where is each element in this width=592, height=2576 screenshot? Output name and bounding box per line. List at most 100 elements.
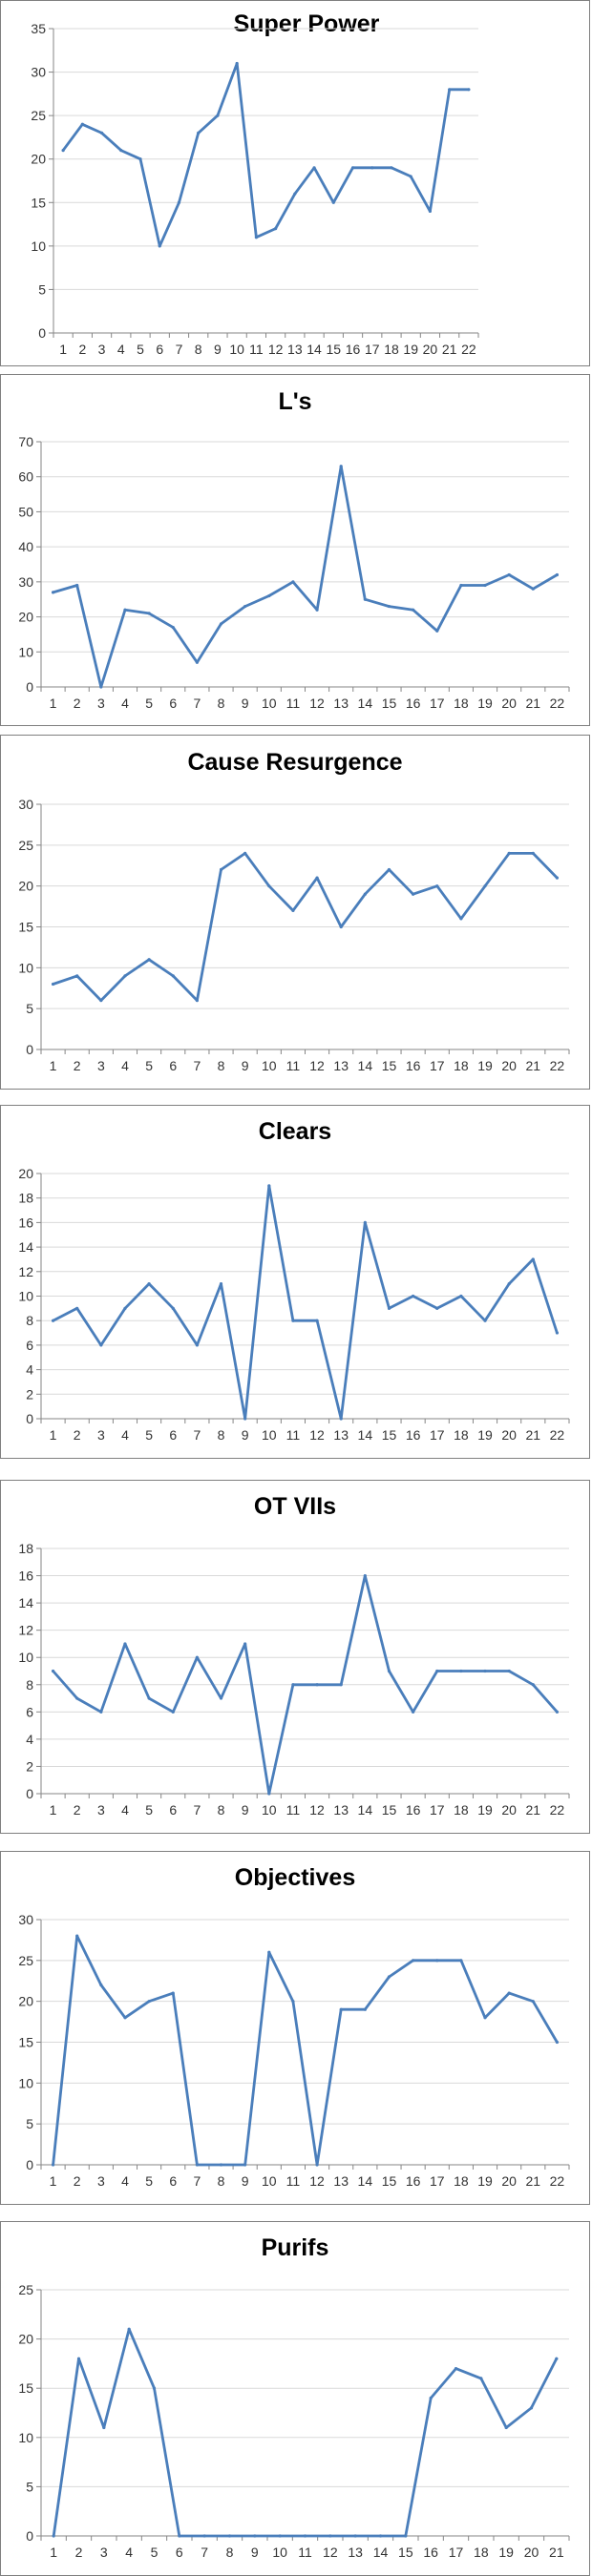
y-tick-label: 6: [26, 1704, 33, 1719]
data-point: [216, 114, 220, 117]
y-tick-label: 16: [18, 1215, 33, 1230]
data-point: [409, 175, 412, 178]
data-point: [555, 1710, 560, 1714]
x-tick-label: 2: [74, 2173, 81, 2189]
y-tick-label: 30: [18, 1912, 33, 1927]
data-point: [219, 1282, 223, 1286]
data-point: [448, 88, 452, 92]
x-tick-label: 7: [193, 1058, 201, 1073]
data-point: [291, 2000, 295, 2004]
x-tick-label: 12: [309, 2173, 325, 2189]
x-tick-label: 22: [461, 342, 476, 357]
data-point: [235, 61, 239, 66]
x-tick-label: 11: [286, 1802, 301, 1818]
x-tick-label: 10: [262, 1058, 277, 1073]
x-tick-label: 15: [382, 696, 397, 711]
y-tick-label: 70: [18, 434, 33, 449]
data-point: [459, 583, 463, 588]
data-point: [483, 2016, 487, 2020]
y-tick-label: 5: [38, 281, 46, 297]
x-tick-label: 1: [59, 342, 67, 357]
y-tick-label: 2: [26, 1386, 33, 1402]
y-tick-label: 10: [31, 239, 46, 254]
x-tick-label: 17: [449, 2545, 464, 2560]
x-tick-label: 1: [50, 1427, 57, 1443]
x-tick-label: 9: [242, 1802, 249, 1818]
series-line: [52, 852, 559, 1003]
x-tick-label: 4: [121, 1058, 129, 1073]
chart-title: Cause Resurgence: [187, 749, 402, 776]
data-point: [483, 1669, 487, 1673]
data-point: [363, 597, 367, 601]
x-tick-label: 10: [262, 696, 277, 711]
x-tick-label: 4: [121, 1427, 129, 1443]
x-tick-label: 4: [121, 2173, 129, 2189]
x-tick-label: 18: [454, 696, 469, 711]
data-point: [171, 1306, 175, 1310]
data-point: [315, 2163, 319, 2167]
data-point: [147, 2000, 151, 2004]
x-tick-label: 18: [384, 342, 399, 357]
data-point: [555, 2357, 559, 2360]
x-tick-label: 15: [382, 1802, 397, 1818]
x-tick-label: 19: [477, 696, 493, 711]
x-tick-label: 15: [398, 2545, 413, 2560]
data-point: [507, 1991, 511, 1995]
data-point: [219, 1696, 223, 1700]
x-tick-label: 11: [286, 1427, 301, 1443]
x-tick-label: 6: [156, 342, 163, 357]
x-tick-label: 4: [125, 2545, 133, 2560]
x-tick-label: 3: [97, 1427, 105, 1443]
y-tick-label: 14: [18, 1239, 33, 1255]
data-point: [555, 876, 560, 880]
data-point: [274, 227, 278, 231]
data-point: [195, 999, 199, 1003]
series-line: [61, 62, 471, 248]
x-tick-label: 7: [193, 696, 201, 711]
data-point: [293, 192, 297, 196]
x-tick-label: 21: [526, 1058, 541, 1073]
data-point: [504, 2425, 508, 2430]
x-tick-label: 5: [137, 342, 144, 357]
data-point: [339, 924, 343, 929]
series-line: [52, 2327, 559, 2538]
data-point: [412, 1294, 415, 1298]
x-tick-label: 6: [169, 2173, 177, 2189]
chart-panel-ls: L's 0 10 20 30 40 50 60 70 1 2 3 4 5 6 7 8 9 10 11 12 13 14 15 1…: [0, 374, 590, 726]
y-tick-label: 4: [26, 1362, 33, 1378]
data-point: [243, 604, 247, 609]
x-tick-label: 18: [454, 1427, 469, 1443]
data-point: [531, 1257, 535, 1261]
x-tick-label: 16: [406, 1058, 421, 1073]
x-tick-label: 21: [526, 696, 541, 711]
data-point: [102, 2425, 106, 2430]
chart-panel-cause-resurgence: Cause Resurgence 0 5 10 15 20 25 30 1 2 3 4 5 6 7 8 9 10 1…: [0, 735, 590, 1090]
data-point: [243, 2163, 247, 2167]
data-point: [171, 1991, 175, 1995]
x-tick-label: 16: [406, 1427, 421, 1443]
data-point: [507, 572, 511, 577]
data-point: [202, 2534, 206, 2538]
data-point: [387, 1669, 391, 1673]
data-point: [152, 2386, 157, 2390]
data-point: [99, 999, 103, 1003]
x-tick-label: 16: [406, 696, 421, 711]
data-point: [99, 1710, 103, 1714]
x-tick-label: 1: [50, 696, 57, 711]
data-point: [267, 884, 271, 888]
data-point: [291, 908, 295, 912]
y-tick-label: 8: [26, 1677, 33, 1693]
y-tick-label: 18: [18, 1191, 33, 1206]
x-tick-label: 19: [403, 342, 418, 357]
y-tick-label: 20: [18, 2332, 33, 2347]
data-point: [390, 166, 393, 170]
x-tick-label: 20: [524, 2545, 539, 2560]
data-point: [171, 625, 175, 630]
x-tick-label: 15: [327, 342, 342, 357]
x-tick-label: 18: [474, 2545, 489, 2560]
y-tick-label: 10: [18, 2075, 33, 2090]
x-tick-label: 9: [242, 1058, 249, 1073]
